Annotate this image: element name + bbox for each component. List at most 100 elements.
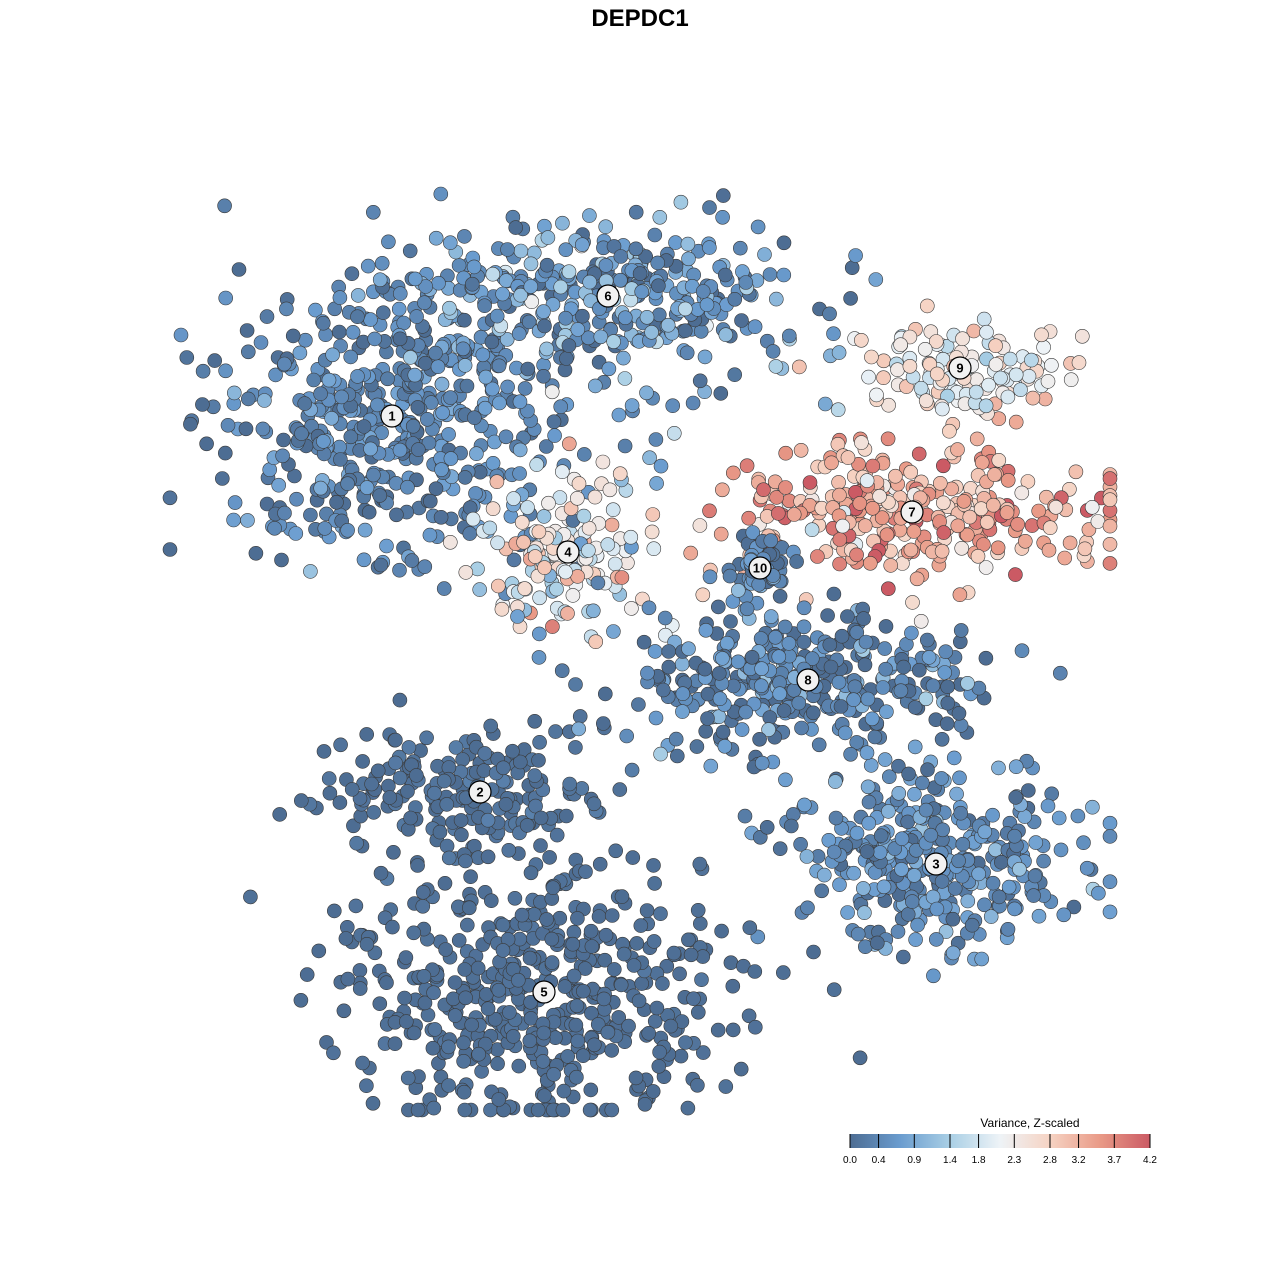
scatter-point <box>976 311 992 327</box>
scatter-point <box>600 537 616 552</box>
scatter-point <box>523 279 539 294</box>
scatter-point <box>952 770 967 786</box>
scatter-point <box>822 306 837 322</box>
scatter-point <box>922 356 938 372</box>
scatter-point <box>568 1017 584 1033</box>
scatter-point <box>456 1054 471 1069</box>
scatter-point <box>642 450 657 466</box>
scatter-point <box>834 628 850 644</box>
scatter-point <box>719 635 735 651</box>
scatter-point <box>639 903 655 918</box>
scatter-point <box>985 807 1000 823</box>
scatter-point <box>1071 355 1087 370</box>
scatter-point <box>686 991 701 1007</box>
scatter-point <box>502 1005 517 1020</box>
scatter-point <box>1102 904 1118 920</box>
scatter-point <box>867 729 883 745</box>
scatter-point <box>604 1043 620 1058</box>
scatter-point <box>546 414 562 430</box>
scatter-point <box>529 457 545 472</box>
scatter-point <box>464 276 480 292</box>
scatter-point <box>863 758 879 773</box>
scatter-point <box>340 522 355 538</box>
scatter-point <box>826 326 841 342</box>
scatter-point <box>478 369 494 385</box>
scatter-point <box>463 869 478 885</box>
scatter-point <box>1008 367 1024 383</box>
scatter-point <box>647 644 663 659</box>
scatter-point <box>357 522 373 538</box>
scatter-point <box>641 600 657 616</box>
scatter-point <box>441 1078 456 1093</box>
scatter-point <box>1014 485 1030 501</box>
scatter-point <box>800 900 815 916</box>
scatter-point <box>974 455 990 470</box>
scatter-point <box>1040 798 1056 814</box>
scatter-point <box>868 272 884 287</box>
scatter-point <box>483 718 499 734</box>
scatter-point <box>904 625 919 641</box>
scatter-point <box>313 480 329 496</box>
scatter-point <box>666 945 682 961</box>
scatter-point <box>680 1100 696 1116</box>
scatter-point <box>243 889 258 905</box>
scatter-point <box>571 476 587 491</box>
scatter-point <box>590 1017 606 1032</box>
scatter-point <box>942 423 957 439</box>
scatter-point <box>858 634 874 650</box>
scatter-point <box>702 240 717 255</box>
scatter-point <box>432 824 448 840</box>
scatter-point <box>894 862 909 877</box>
scatter-point <box>934 401 950 417</box>
scatter-point <box>847 679 863 695</box>
scatter-point <box>655 682 671 698</box>
scatter-point <box>715 188 731 203</box>
scatter-point <box>220 417 236 433</box>
scatter-point <box>988 357 1004 372</box>
scatter-point <box>983 909 999 924</box>
scatter-point <box>455 752 470 767</box>
scatter-point <box>653 746 668 762</box>
scatter-point <box>491 1092 507 1107</box>
scatter-point <box>878 619 894 634</box>
scatter-point <box>415 884 431 900</box>
scatter-point <box>575 308 590 324</box>
scatter-point <box>991 889 1007 905</box>
scatter-point <box>575 983 591 999</box>
scatter-point <box>549 581 564 597</box>
scatter-point <box>843 291 858 306</box>
cluster-label-text: 6 <box>604 289 611 304</box>
scatter-point <box>462 526 478 541</box>
scatter-point <box>908 932 923 947</box>
scatter-point <box>576 508 592 524</box>
scatter-point <box>831 475 846 490</box>
scatter-point <box>681 641 696 657</box>
scatter-point <box>872 845 888 860</box>
scatter-point <box>275 448 290 464</box>
scatter-point <box>498 273 514 288</box>
scatter-point <box>913 613 929 629</box>
scatter-point <box>576 447 592 462</box>
scatter-point <box>510 972 526 988</box>
scatter-point <box>628 204 644 220</box>
scatter-point <box>772 588 788 604</box>
scatter-point <box>739 458 755 474</box>
scatter-point <box>482 520 498 536</box>
scatter-point <box>991 760 1006 776</box>
scatter-point <box>1027 868 1043 884</box>
scatter-point <box>761 722 776 737</box>
scatter-point <box>344 266 360 282</box>
scatter-point <box>844 260 860 276</box>
scatter-point <box>633 918 649 933</box>
scatter-point <box>418 355 433 371</box>
scatter-point <box>565 936 581 952</box>
scatter-point <box>506 491 521 506</box>
scatter-point <box>918 802 934 818</box>
scatter-point <box>715 651 730 666</box>
cluster-label-4: 4 <box>556 540 580 564</box>
scatter-point <box>340 476 355 492</box>
scatter-point <box>316 434 331 449</box>
scatter-point <box>695 1045 711 1060</box>
scatter-point <box>435 405 450 421</box>
